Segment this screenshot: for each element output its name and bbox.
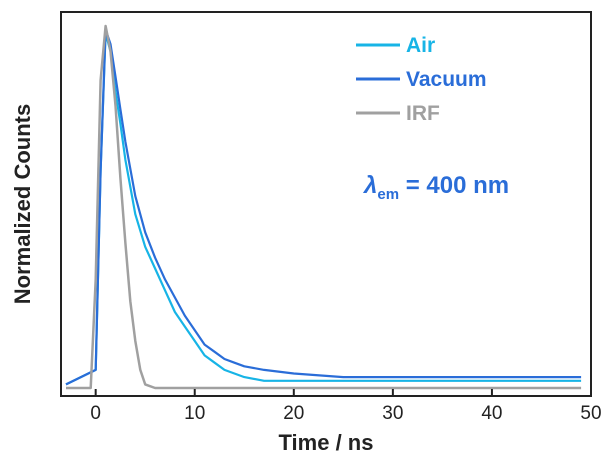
- data-layer: [65, 24, 582, 390]
- annotation-lambda-em: λem = 400 nm: [362, 172, 509, 203]
- series-line-air: [65, 32, 582, 386]
- tick-layer: 0 10 20 30 40 50: [90, 389, 602, 424]
- legend-label-air: Air: [406, 34, 435, 57]
- series-line-irf: [66, 24, 582, 390]
- legend-label-irf: IRF: [406, 102, 440, 125]
- x-tick-label: 30: [382, 403, 403, 424]
- x-tick-label: 20: [283, 403, 304, 424]
- legend: Air Vacuum IRF: [356, 34, 487, 125]
- x-tick-label: 10: [184, 403, 205, 424]
- x-tick-label: 50: [580, 403, 601, 424]
- x-axis-title: Time / ns: [279, 430, 374, 455]
- y-axis-title: Normalized Counts: [10, 104, 35, 304]
- series-line-vacuum: [65, 28, 582, 386]
- plot-frame: [60, 11, 592, 397]
- legend-label-vacuum: Vacuum: [406, 68, 487, 91]
- x-tick-label: 40: [481, 403, 502, 424]
- x-tick-label: 0: [90, 403, 101, 424]
